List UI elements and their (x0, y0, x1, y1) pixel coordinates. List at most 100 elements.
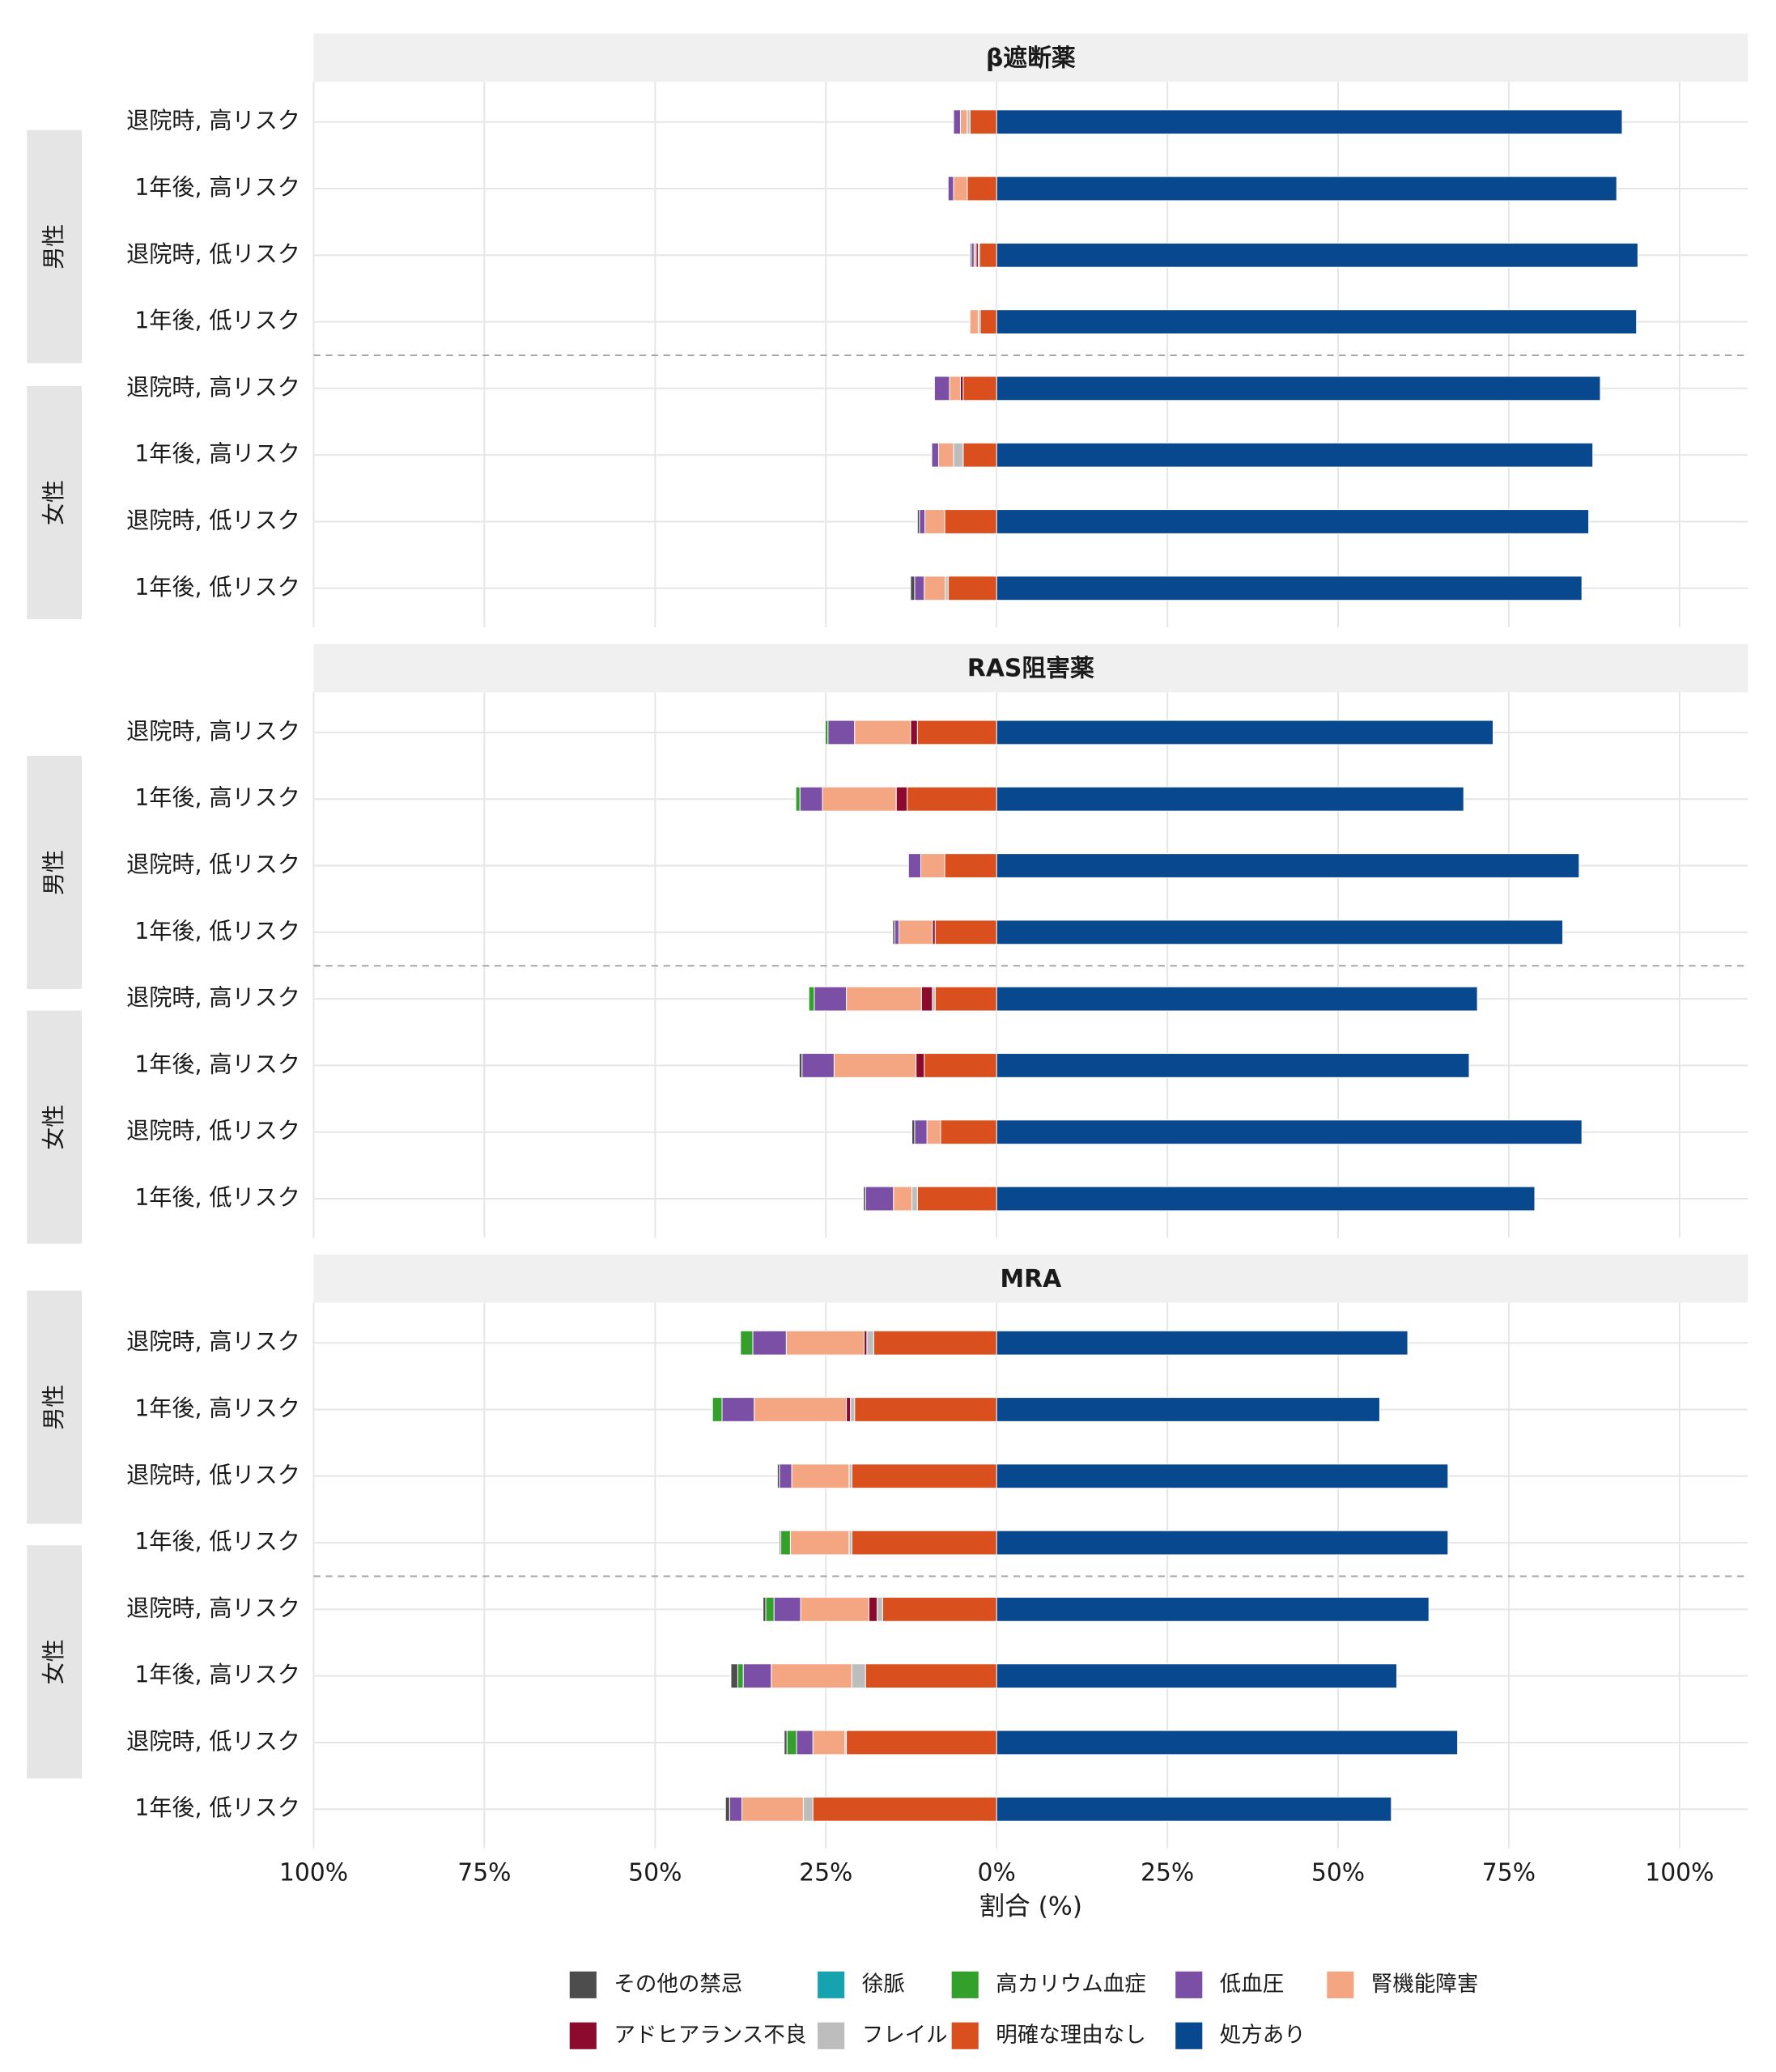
bar-segment (969, 242, 972, 268)
bar-segment (729, 1796, 742, 1822)
row-label: 1年後, 高リスク (134, 1662, 300, 1688)
bar-segment (754, 1397, 848, 1422)
panel-strip (313, 643, 1748, 693)
bar-segment (940, 1119, 997, 1145)
row-label: 1年後, 低リスク (134, 918, 300, 945)
bar-segment (721, 1397, 755, 1422)
bar-segment (953, 442, 964, 468)
bar-segment (740, 1330, 754, 1356)
bar-segment (932, 986, 936, 1012)
bar-segment (798, 1053, 803, 1078)
bar-segment (882, 1596, 997, 1622)
x-tick-label: 25% (799, 1858, 852, 1887)
bar-segment (846, 1730, 997, 1756)
row-label: 退院時, 高リスク (126, 1328, 300, 1355)
bar-segment (996, 986, 1478, 1012)
row-label: 退院時, 高リスク (126, 374, 300, 401)
bar-segment (916, 720, 997, 745)
bar-segment (996, 720, 1494, 745)
bar-segment (953, 176, 968, 202)
bar-segment (914, 575, 925, 601)
panel-title: MRA (1001, 1265, 1062, 1293)
x-tick-label: 75% (1482, 1858, 1536, 1887)
bar-segment (924, 575, 946, 601)
legend-swatch (569, 1971, 597, 1998)
x-tick-label: 75% (457, 1858, 511, 1887)
bar-segment (910, 720, 918, 745)
bar-segment (854, 1397, 997, 1422)
bar-segment (962, 442, 997, 468)
bar-segment (863, 1186, 866, 1212)
bar-segment (773, 1596, 801, 1622)
bar-segment (944, 509, 997, 534)
bar-segment (784, 1730, 788, 1756)
bar-segment (947, 176, 954, 202)
bar-segment (780, 1530, 791, 1556)
bar-segment (877, 1596, 883, 1622)
bar-segment (802, 1796, 814, 1822)
bar-segment (996, 1596, 1430, 1622)
bar-segment (916, 1053, 925, 1078)
legend-label: 低血圧 (1220, 1972, 1284, 1997)
bar-segment (911, 1186, 918, 1212)
facet-strip (27, 1010, 83, 1244)
legend-label: 徐脈 (862, 1972, 905, 1997)
bar-segment (996, 919, 1564, 945)
bar-segment (786, 1730, 797, 1756)
bar-segment (996, 176, 1617, 202)
bar-segment (967, 109, 971, 135)
facet-label: 男性 (40, 1385, 67, 1430)
bar-segment (920, 853, 945, 878)
bar-segment (919, 509, 926, 534)
x-tick-label: 100% (279, 1858, 348, 1887)
bar-segment (996, 242, 1638, 268)
bar-segment (724, 1796, 730, 1822)
bar-segment (866, 1330, 874, 1356)
bar-segment (893, 1186, 913, 1212)
bar-segment (752, 1330, 787, 1356)
bar-segment (996, 1663, 1398, 1689)
bar-segment (785, 1330, 865, 1356)
facet-strip (27, 1545, 83, 1779)
row-label: 1年後, 低リスク (134, 574, 300, 601)
bar-segment (911, 1119, 916, 1145)
legend-label: 明確な理由なし (996, 2023, 1145, 2048)
bar-segment (737, 1663, 744, 1689)
bar-segment (799, 786, 823, 812)
row-label: 1年後, 低リスク (134, 308, 300, 334)
facet-label: 女性 (40, 1104, 67, 1149)
facet-label: 女性 (40, 480, 67, 525)
row-label: 1年後, 高リスク (134, 1395, 300, 1421)
bar-segment (979, 309, 997, 334)
bar-segment (873, 1330, 997, 1356)
x-axis-title: 割合 (%) (979, 1892, 1082, 1921)
bar-segment (996, 442, 1594, 468)
row-label: 1年後, 高リスク (134, 174, 300, 201)
row-label: 1年後, 高リスク (134, 784, 300, 811)
bar-segment (947, 575, 997, 601)
bar-segment (800, 1596, 869, 1622)
bar-segment (932, 919, 936, 945)
bar-segment (996, 786, 1464, 812)
bar-segment (971, 242, 975, 268)
bar-segment (796, 1730, 814, 1756)
bar-segment (865, 1186, 894, 1212)
row-label: 退院時, 低リスク (126, 1118, 300, 1144)
bar-segment (996, 853, 1580, 878)
bar-segment (996, 1330, 1408, 1356)
row-label: 退院時, 低リスク (126, 240, 300, 267)
bar-segment (969, 309, 979, 334)
bar-segment (996, 1530, 1449, 1556)
bar-segment (789, 1530, 850, 1556)
row-label: 退院時, 低リスク (126, 1462, 300, 1488)
legend-label: アドヒアランス不良 (614, 2023, 806, 2048)
bar-segment (996, 309, 1638, 334)
bar-segment (934, 986, 997, 1012)
bar-segment (851, 1663, 866, 1689)
bar-segment (969, 109, 997, 135)
facet-strip (27, 755, 83, 990)
bar-segment (916, 1186, 997, 1212)
bar-segment (937, 442, 954, 468)
x-tick-label: 50% (628, 1858, 682, 1887)
